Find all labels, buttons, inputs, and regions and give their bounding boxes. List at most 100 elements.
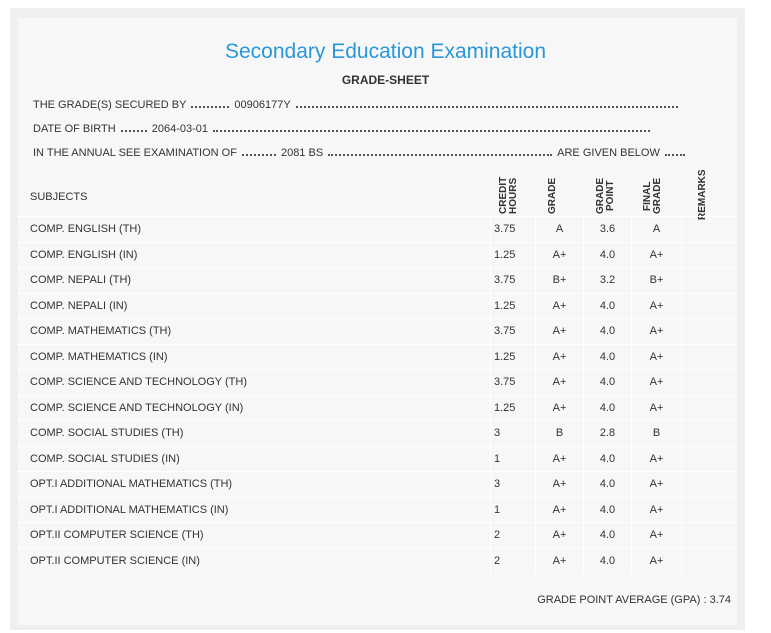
- table-cell: 2: [490, 548, 535, 574]
- table-cell: A+: [535, 293, 583, 319]
- table-cell: [681, 370, 737, 396]
- subject-cell: COMP. ENGLISH (IN): [30, 248, 138, 261]
- table-cell: 4.0: [583, 497, 631, 523]
- table-cell: 3.2: [583, 268, 631, 294]
- table-cell: [681, 217, 737, 243]
- info-label: DATE OF BIRTH: [33, 123, 116, 135]
- table-cell: 1.25: [490, 395, 535, 421]
- table-cell: B+: [631, 268, 681, 294]
- table-row: OPT.II COMPUTER SCIENCE (IN) 2 A+ 4.0 A+: [18, 547, 737, 574]
- table-cell: A+: [535, 446, 583, 472]
- table-cell: A+: [631, 242, 681, 268]
- table-cell: B: [535, 421, 583, 447]
- subject-cell: OPT.I ADDITIONAL MATHEMATICS (IN): [30, 503, 229, 516]
- table-cell: A+: [535, 319, 583, 345]
- table-cell: A+: [631, 472, 681, 498]
- table-cell: 4.0: [583, 293, 631, 319]
- table-row: COMP. SCIENCE AND TECHNOLOGY (TH) 3.75 A+ 4…: [18, 369, 737, 396]
- table-header: GRADE: [547, 177, 558, 214]
- gpa-line: GRADE POINT AVERAGE (GPA) : 3.74: [537, 594, 731, 606]
- table-row: COMP. NEPALI (TH) 3.75 B+ 3.2 B+: [18, 267, 737, 294]
- table-cell: 1: [490, 446, 535, 472]
- table-cell: A+: [631, 446, 681, 472]
- info-line: THE GRADE(S) SECURED BY 00906177Y: [33, 99, 683, 111]
- subject-cell: COMP. SCIENCE AND TECHNOLOGY (IN): [30, 401, 244, 414]
- table-cell: 4.0: [583, 242, 631, 268]
- info-label: THE GRADE(S) SECURED BY: [33, 99, 187, 111]
- table-row: COMP. SOCIAL STUDIES (TH) 3 B 2.8 B: [18, 420, 737, 447]
- table-row: COMP. ENGLISH (IN) 1.25 A+ 4.0 A+: [18, 241, 737, 268]
- table-cell: B: [631, 421, 681, 447]
- table-cell: 3.75: [490, 370, 535, 396]
- table-cell: [681, 344, 737, 370]
- table-cell: [681, 293, 737, 319]
- table-row: OPT.I ADDITIONAL MATHEMATICS (IN) 1 A+ 4.0 A…: [18, 496, 737, 523]
- subject-cell: COMP. NEPALI (IN): [30, 299, 128, 312]
- table-row: COMP. SCIENCE AND TECHNOLOGY (IN) 1.25 A+ 4…: [18, 394, 737, 421]
- table-cell: 3.75: [490, 268, 535, 294]
- table-row: OPT.II COMPUTER SCIENCE (TH) 2 A+ 4.0 A+: [18, 522, 737, 549]
- table-cell: A: [535, 217, 583, 243]
- table-cell: A+: [631, 395, 681, 421]
- table-cell: 1.25: [490, 293, 535, 319]
- table-cell: 4.0: [583, 548, 631, 574]
- info-value: 2064-03-01: [151, 123, 208, 135]
- subject-cell: COMP. SOCIAL STUDIES (TH): [30, 427, 184, 439]
- table-cell: B+: [535, 268, 583, 294]
- subject-cell: COMP. NEPALI (TH): [30, 274, 132, 286]
- table-cell: [681, 548, 737, 574]
- title: Secondary Education Examination: [224, 40, 547, 63]
- table-cell: 1.25: [490, 344, 535, 370]
- subject-cell: COMP. ENGLISH (TH): [30, 223, 142, 235]
- info-suffix: ARE GIVEN BELOW: [557, 147, 660, 159]
- table-cell: A+: [535, 344, 583, 370]
- table-cell: A+: [631, 523, 681, 549]
- table-header: SUBJECTS: [30, 191, 88, 203]
- table-cell: 3: [490, 421, 535, 447]
- table-cell: A+: [631, 370, 681, 396]
- table-row: COMP. NEPALI (IN) 1.25 A+ 4.0 A+: [18, 292, 737, 319]
- subject-cell: COMP. MATHEMATICS (TH): [30, 325, 172, 337]
- table-cell: [681, 497, 737, 523]
- table-cell: [681, 268, 737, 294]
- info-label: IN THE ANNUAL SEE EXAMINATION OF: [33, 147, 237, 159]
- table-cell: 4.0: [583, 344, 631, 370]
- table-cell: 2.8: [583, 421, 631, 447]
- table-cell: A+: [535, 523, 583, 549]
- subject-cell: OPT.I ADDITIONAL MATHEMATICS (TH): [30, 478, 233, 490]
- info-line: DATE OF BIRTH 2064-03-01: [33, 123, 655, 135]
- table-row: COMP. SOCIAL STUDIES (IN) 1 A+ 4.0 A+: [18, 445, 737, 472]
- table-cell: 2: [490, 523, 535, 549]
- gpa-value: 3.74: [709, 594, 731, 606]
- table-header: FINAL GRADE: [642, 177, 663, 214]
- table-cell: A+: [631, 344, 681, 370]
- info-value: 00906177Y: [234, 99, 291, 111]
- table-cell: A+: [535, 395, 583, 421]
- table-cell: [681, 523, 737, 549]
- info-line: IN THE ANNUAL SEE EXAMINATION OF 2081 BS A…: [33, 147, 690, 159]
- table-cell: 1.25: [490, 242, 535, 268]
- gpa-label: GRADE POINT AVERAGE (GPA) :: [537, 594, 707, 606]
- table-cell: 3.75: [490, 319, 535, 345]
- table-cell: A+: [631, 293, 681, 319]
- table-cell: 3.6: [583, 217, 631, 243]
- table-cell: A+: [631, 319, 681, 345]
- table-cell: [681, 395, 737, 421]
- table-cell: [681, 421, 737, 447]
- table-header: CREDIT HOURS: [498, 176, 519, 214]
- subject-cell: COMP. SOCIAL STUDIES (IN): [30, 452, 180, 465]
- table-cell: 4.0: [583, 523, 631, 549]
- table-header: GRADE POINT: [595, 177, 616, 214]
- table-cell: [681, 472, 737, 498]
- table-cell: A+: [631, 548, 681, 574]
- table-cell: A+: [535, 548, 583, 574]
- table-cell: 4.0: [583, 319, 631, 345]
- table-row: COMP. ENGLISH (TH) 3.75 A 3.6 A: [18, 216, 737, 243]
- table-cell: [681, 446, 737, 472]
- table-cell: A+: [535, 497, 583, 523]
- table-cell: 4.0: [583, 370, 631, 396]
- table-row: OPT.I ADDITIONAL MATHEMATICS (TH) 3 A+ 4.0 A…: [18, 471, 737, 498]
- table-cell: A: [631, 217, 681, 243]
- table-cell: A+: [535, 242, 583, 268]
